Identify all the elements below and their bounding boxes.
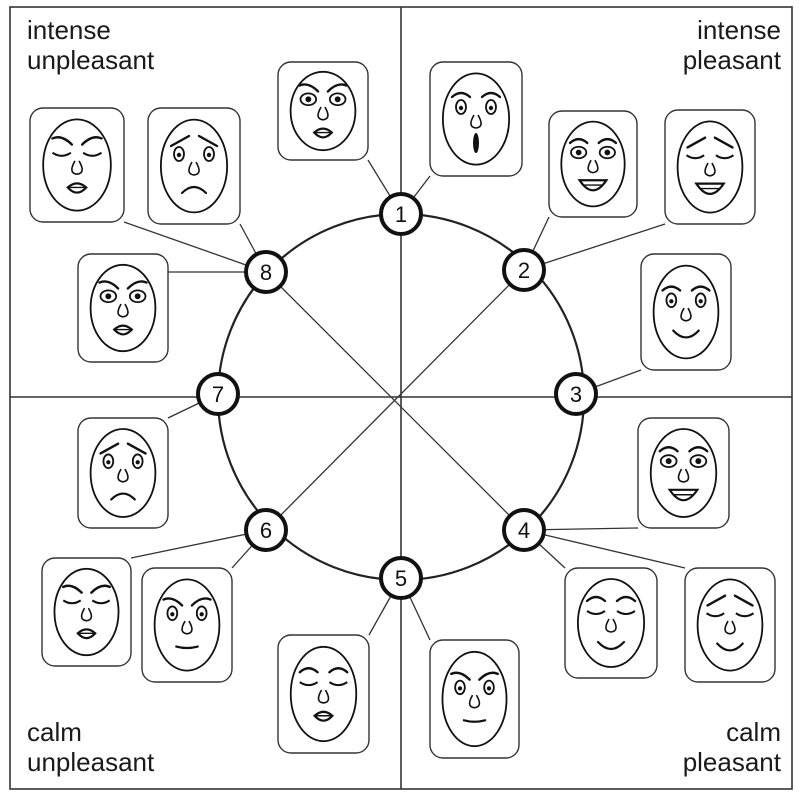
node-number: 3 (570, 382, 582, 407)
node-number: 5 (395, 566, 407, 591)
node-ring (244, 508, 288, 552)
circumplex-node-6: 6 (244, 508, 288, 552)
quadrant-label-line: calm (726, 717, 781, 747)
face-panel-anxious (77, 253, 169, 363)
face-panel-sad (141, 567, 233, 683)
node-ring (379, 556, 423, 600)
face-panel-happy (640, 253, 732, 371)
face-panel-shocked (429, 61, 523, 177)
tired-face-icon (289, 645, 358, 743)
node-number: 6 (260, 518, 272, 543)
quadrant-label-calm-pleasant: calm pleasant (683, 717, 781, 777)
node-ring (244, 250, 288, 294)
quadrant-label-line: intense (697, 15, 781, 45)
quadrant-label-calm-unpleasant: calm unpleasant (27, 717, 154, 777)
circumplex-node-2: 2 (502, 248, 546, 292)
happy-face-icon (652, 264, 720, 360)
face-panel-angry (147, 107, 241, 225)
circumplex-node-4: 4 (502, 508, 546, 552)
serene-face-icon (576, 578, 646, 668)
worried-face-icon (289, 70, 357, 152)
face-connector-line (523, 223, 666, 271)
distressed-face-icon (42, 118, 112, 212)
quadrant-label-line: pleasant (682, 747, 781, 777)
node-ring (554, 372, 598, 416)
diagonal-8-4 (265, 271, 525, 531)
node-number: 2 (518, 258, 530, 283)
circumplex-node-3: 3 (554, 372, 598, 416)
face-panel-distressed (29, 107, 125, 223)
node-number: 1 (395, 202, 407, 227)
shocked-face-icon (441, 72, 511, 166)
quadrant-label-line: unpleasant (27, 747, 155, 777)
face-panel-excited (548, 110, 638, 218)
face-connector-line (130, 529, 267, 559)
bored-face-icon (53, 567, 120, 657)
sad-face-icon (153, 578, 221, 672)
node-ring (502, 248, 546, 292)
circumplex-node-1: 1 (379, 192, 423, 236)
face-panel-relaxed (684, 567, 776, 683)
quadrant-label-intense-pleasant: intense pleasant (683, 15, 781, 75)
face-panel-sleepy (429, 639, 520, 759)
angry-face-icon (159, 118, 229, 214)
quadrant-label-intense-unpleasant: intense unpleasant (27, 15, 154, 75)
face-panel-content (637, 417, 730, 529)
circumplex-node-8: 8 (244, 250, 288, 294)
node-ring (196, 372, 240, 416)
face-panel-laughing (664, 109, 756, 225)
quadrant-label-line: intense (27, 15, 111, 45)
node-number: 4 (518, 518, 530, 543)
circumplex-node-5: 5 (379, 556, 423, 600)
circumplex-node-7: 7 (196, 372, 240, 416)
quadrant-label-line: pleasant (682, 45, 781, 75)
face-panel-serene (564, 567, 658, 679)
anxious-face-icon (89, 263, 157, 353)
node-number: 7 (212, 382, 224, 407)
face-connector-line (123, 221, 267, 273)
face-panel-worried (277, 61, 369, 161)
relaxed-face-icon (696, 578, 764, 672)
excited-face-icon (560, 120, 626, 208)
face-panel-frowning (77, 417, 169, 529)
diagonal-2-6 (265, 269, 525, 531)
quadrant-label-line: calm (27, 717, 82, 747)
frowning-face-icon (89, 428, 157, 518)
sleepy-face-icon (441, 650, 508, 748)
quadrant-label-line: unpleasant (27, 45, 155, 75)
face-panel-tired (277, 634, 370, 754)
node-number: 8 (260, 260, 272, 285)
node-ring (502, 508, 546, 552)
face-panel-bored (41, 557, 132, 667)
laughing-face-icon (676, 120, 744, 214)
node-ring (379, 192, 423, 236)
face-connector-line (523, 529, 686, 569)
content-face-icon (649, 428, 718, 518)
